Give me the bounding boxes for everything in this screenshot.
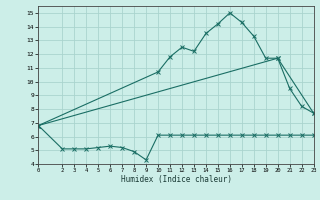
X-axis label: Humidex (Indice chaleur): Humidex (Indice chaleur) <box>121 175 231 184</box>
